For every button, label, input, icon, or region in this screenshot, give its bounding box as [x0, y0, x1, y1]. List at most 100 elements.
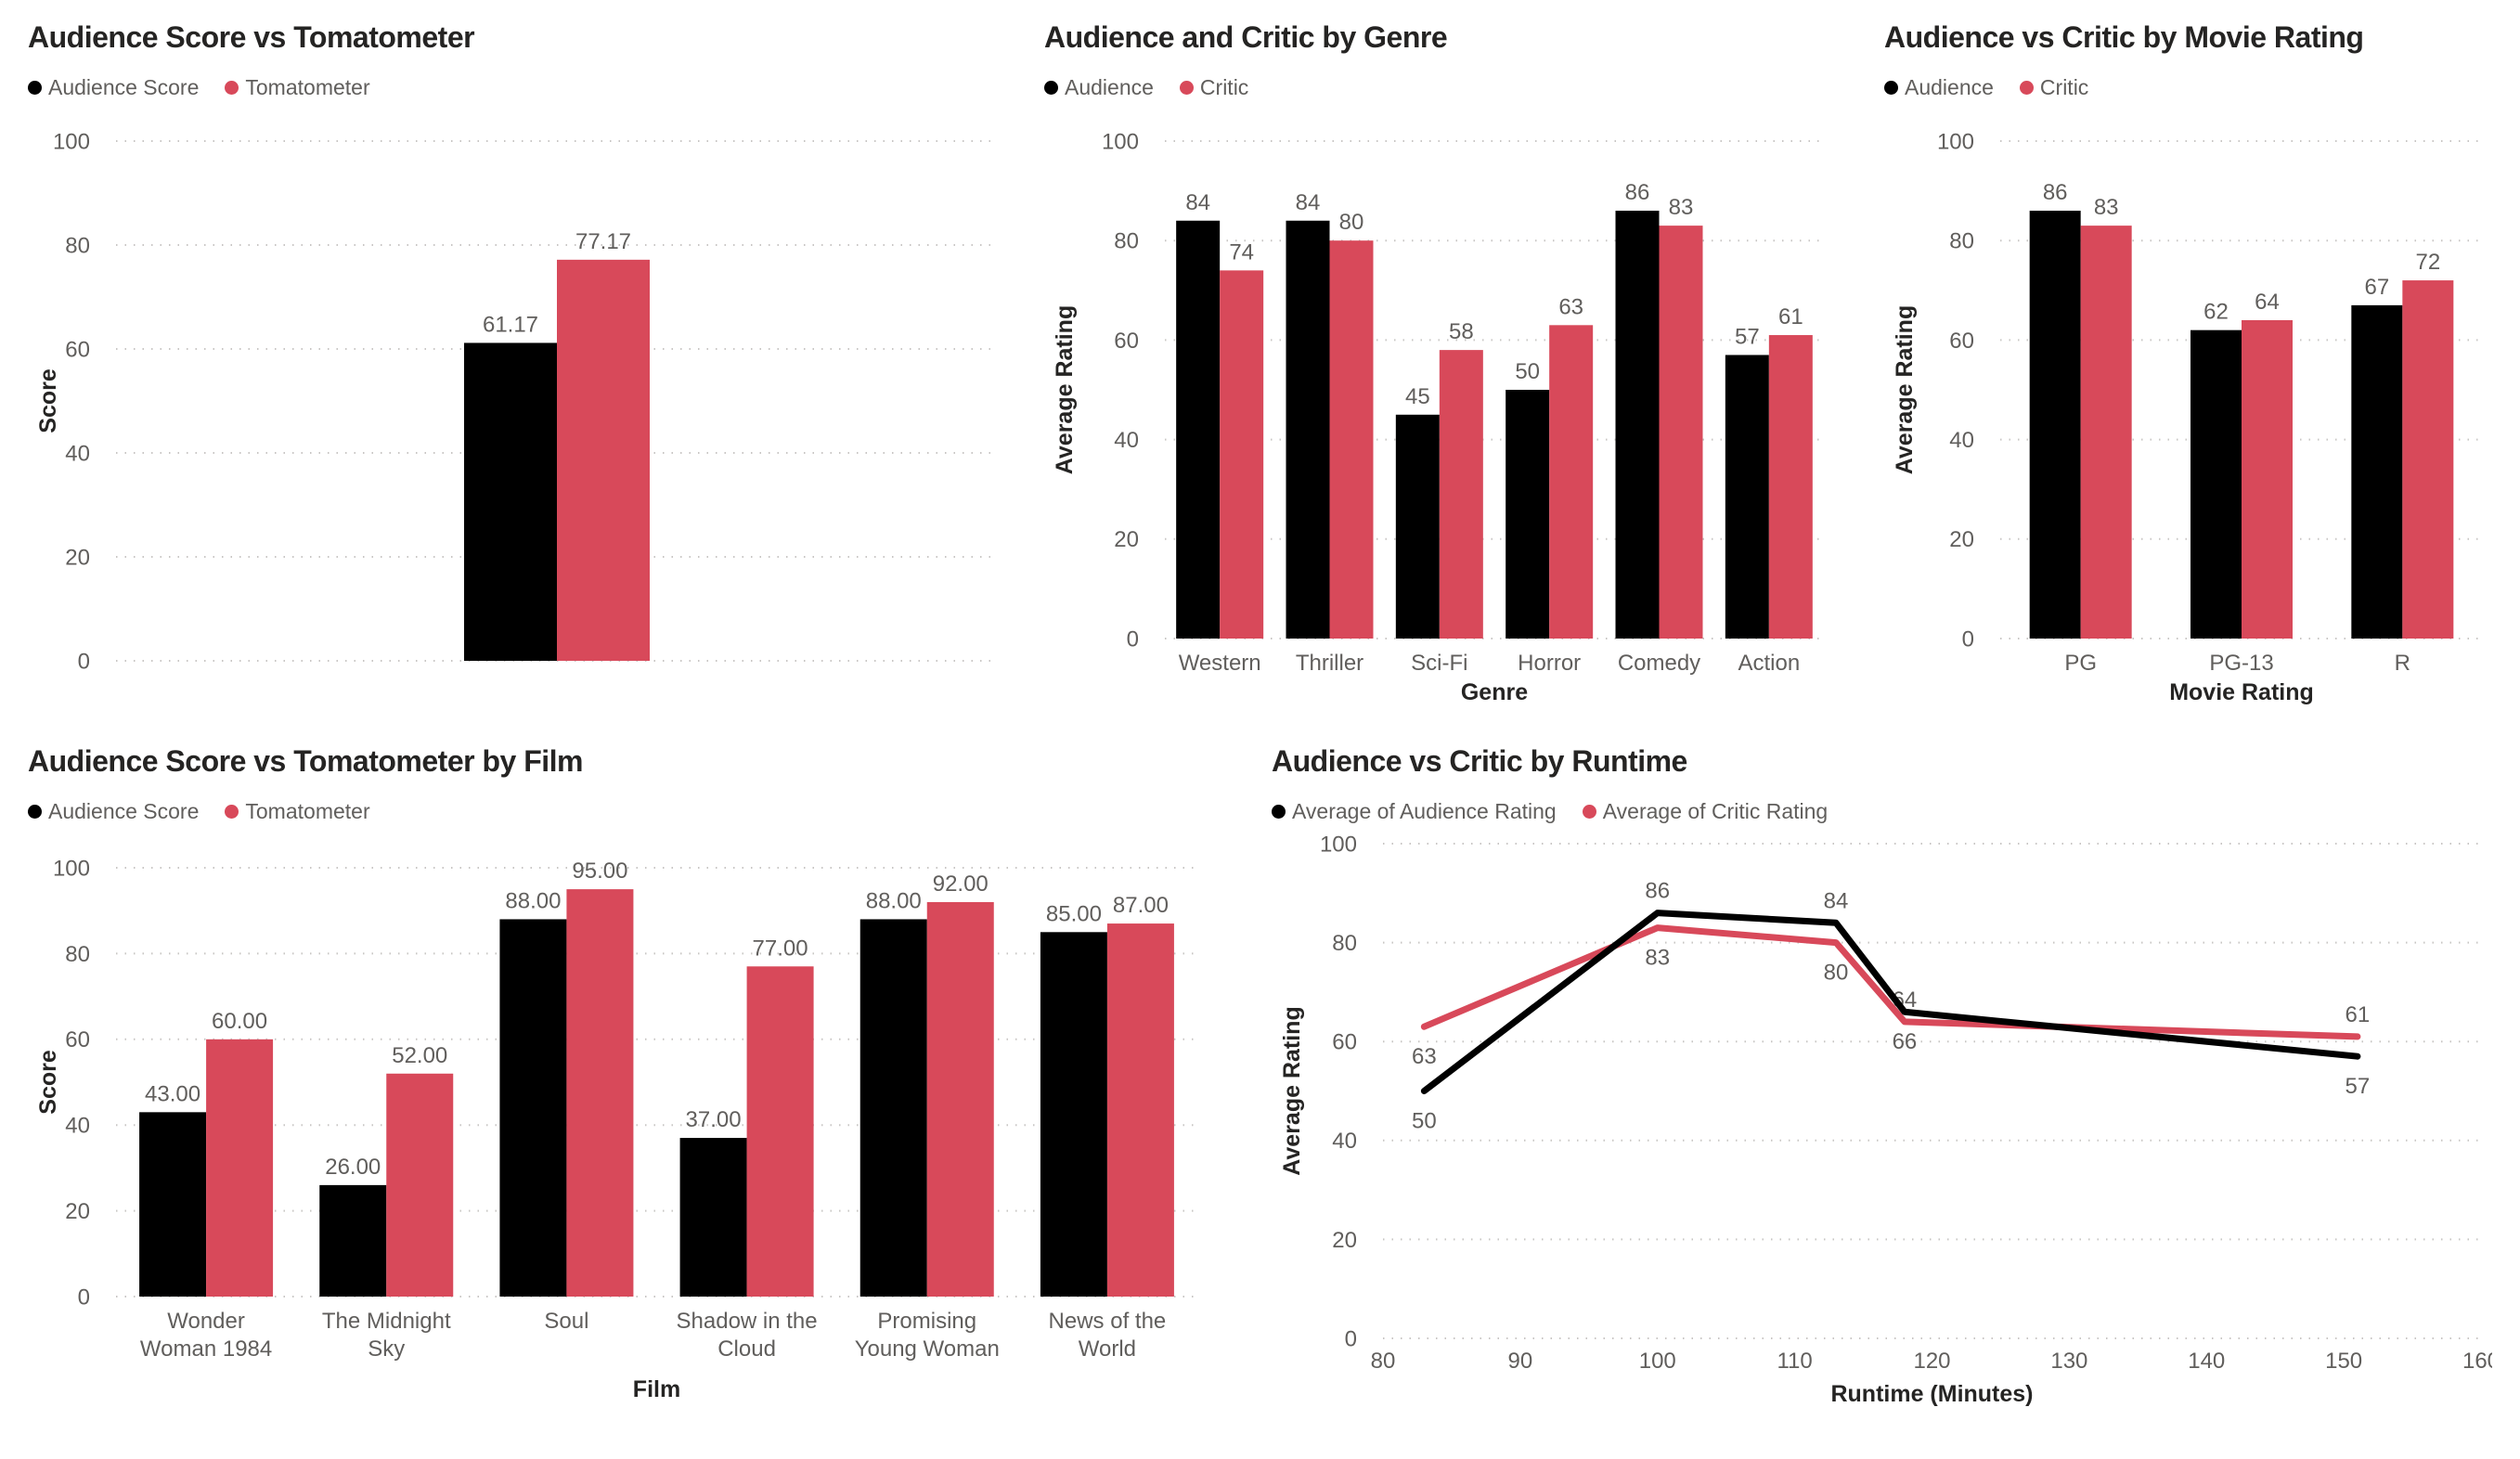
y-tick-label: 0: [1962, 626, 1974, 652]
legend-item-tomatometer[interactable]: Tomatometer: [225, 75, 370, 100]
bar[interactable]: [319, 1184, 387, 1297]
bar[interactable]: [1176, 220, 1221, 639]
legend: Audience Critic: [1884, 74, 2511, 100]
chart-title: Audience Score vs Tomatometer: [28, 20, 475, 54]
bar[interactable]: [679, 1138, 747, 1297]
bar[interactable]: [499, 919, 567, 1297]
x-axis-title: Genre: [1461, 679, 1528, 705]
x-tick-label: News of the: [1049, 1309, 1167, 1334]
line-series[interactable]: [1420, 910, 2361, 1094]
bar[interactable]: [2029, 211, 2081, 639]
line-chart-audience-vs-critic-by-runtime[interactable]: 0 20 40 60 80 100 Average Rating 80 90 100 110 120 1…: [1272, 824, 2492, 1450]
bar[interactable]: [386, 1073, 454, 1297]
bar-value-label: 87.00: [1113, 893, 1169, 918]
y-tick-label: 80: [1114, 229, 1139, 254]
bar[interactable]: [2402, 280, 2454, 639]
legend-dot-icon: [1272, 804, 1286, 819]
legend-item-tomatometer[interactable]: Tomatometer: [225, 799, 370, 824]
bar[interactable]: [1659, 226, 1703, 639]
chart-card-audience-score-vs-tomatometer-by-film: Audience Score vs Tomatometer by Film Au…: [9, 731, 1244, 1450]
legend-label: Audience Score: [48, 798, 200, 823]
bar[interactable]: [1220, 270, 1264, 639]
bar[interactable]: [139, 1112, 207, 1297]
y-tick-label: 80: [1949, 229, 1974, 254]
legend-item-audience-score[interactable]: Audience Score: [28, 799, 199, 824]
x-tick-label: World: [1079, 1336, 1136, 1362]
bar[interactable]: [1040, 932, 1107, 1297]
y-tick-label: 80: [65, 942, 90, 967]
y-tick-label: 80: [65, 233, 90, 258]
bar[interactable]: [1106, 923, 1174, 1297]
bar-value-label: 43.00: [145, 1081, 200, 1106]
bar-chart-audience-and-critic-by-genre[interactable]: 0 20 40 60 80 100 Average Rating 84 74 Western 84 8…: [1044, 100, 1847, 715]
bar[interactable]: [2351, 304, 2403, 639]
bar[interactable]: [1768, 335, 1813, 639]
y-tick-label: 20: [65, 1199, 90, 1224]
y-axis-title: Average Rating: [1279, 1006, 1305, 1175]
bar-value-label: 95.00: [572, 859, 627, 884]
bar[interactable]: [926, 901, 994, 1297]
bar[interactable]: [2242, 319, 2293, 639]
legend-label: Critic: [2039, 74, 2089, 99]
legend-item-average-audience-rating[interactable]: Average of Audience Rating: [1272, 799, 1557, 824]
y-tick-label: 40: [1114, 428, 1139, 453]
x-tick-label: Young Woman: [855, 1336, 1000, 1362]
legend-item-critic[interactable]: Critic: [1179, 74, 1249, 100]
bar-value-label: 85.00: [1046, 901, 1102, 926]
bar[interactable]: [746, 966, 814, 1297]
point-value-label: 86: [1645, 879, 1670, 904]
legend-item-audience[interactable]: Audience: [1044, 75, 1154, 100]
legend-label: Critic: [1199, 74, 1249, 99]
bar[interactable]: [2190, 329, 2242, 639]
y-tick-label: 0: [1127, 626, 1139, 652]
y-tick-label: 0: [78, 1285, 90, 1310]
bar-value-label: 37.00: [686, 1107, 742, 1132]
x-tick-label: Shadow in the: [677, 1309, 818, 1334]
x-tick-label: Sky: [368, 1336, 405, 1362]
bar[interactable]: [1439, 350, 1483, 639]
x-axis-title: Film: [633, 1376, 680, 1402]
y-tick-label: 80: [1332, 931, 1357, 956]
bar[interactable]: [1615, 211, 1660, 639]
legend-dot-icon: [28, 804, 42, 819]
legend-item-audience-score[interactable]: Audience Score: [28, 75, 199, 100]
legend-dot-icon: [225, 804, 239, 819]
bar[interactable]: [1286, 220, 1330, 639]
bar-value-label: 74: [1229, 239, 1254, 265]
bar[interactable]: [464, 342, 557, 661]
bar-value-label: 50: [1515, 359, 1540, 384]
chart-title: Audience Score vs Tomatometer by Film: [28, 744, 583, 778]
bar[interactable]: [1725, 355, 1769, 639]
x-tick-label: 150: [2325, 1349, 2362, 1374]
y-tick-label: 20: [1332, 1228, 1357, 1253]
bar[interactable]: [557, 259, 650, 661]
bar[interactable]: [1395, 414, 1440, 639]
bar[interactable]: [1506, 390, 1550, 639]
x-tick-label: 130: [2050, 1349, 2087, 1374]
x-tick-label: Comedy: [1618, 651, 1700, 676]
y-tick-label: 100: [53, 856, 90, 881]
bar[interactable]: [2080, 226, 2132, 639]
chart-card-audience-score-vs-tomatometer: Audience Score vs Tomatometer Audience S…: [9, 7, 1026, 715]
bar[interactable]: [1329, 240, 1374, 639]
bar-chart-audience-score-vs-tomatometer[interactable]: 0 20 40 60 80 100 Score 61.17 77.17: [28, 100, 1007, 715]
legend-label: Average of Critic Rating: [1602, 798, 1829, 823]
legend-item-average-critic-rating[interactable]: Average of Critic Rating: [1582, 798, 1829, 824]
bar-value-label: 92.00: [933, 872, 989, 897]
y-tick-label: 40: [1332, 1129, 1357, 1154]
legend-item-audience[interactable]: Audience: [1884, 75, 1994, 100]
bar[interactable]: [859, 919, 927, 1297]
x-tick-label: Promising: [877, 1309, 976, 1334]
bar[interactable]: [1549, 325, 1594, 639]
bar-value-label: 64: [2255, 290, 2280, 315]
chart-title: Audience vs Critic by Runtime: [1272, 744, 1687, 778]
legend-dot-icon: [225, 80, 239, 95]
legend-item-critic[interactable]: Critic: [2019, 74, 2089, 100]
bar[interactable]: [206, 1039, 274, 1297]
y-tick-label: 60: [65, 1027, 90, 1052]
bar-value-label: 84: [1185, 190, 1210, 215]
bar-value-label: 57: [1735, 324, 1760, 349]
bar[interactable]: [566, 889, 634, 1297]
bar-chart-audience-vs-critic-by-movie-rating[interactable]: 0 20 40 60 80 100 Average Rating 86 83 PG 62 64 PG-1…: [1884, 100, 2492, 715]
